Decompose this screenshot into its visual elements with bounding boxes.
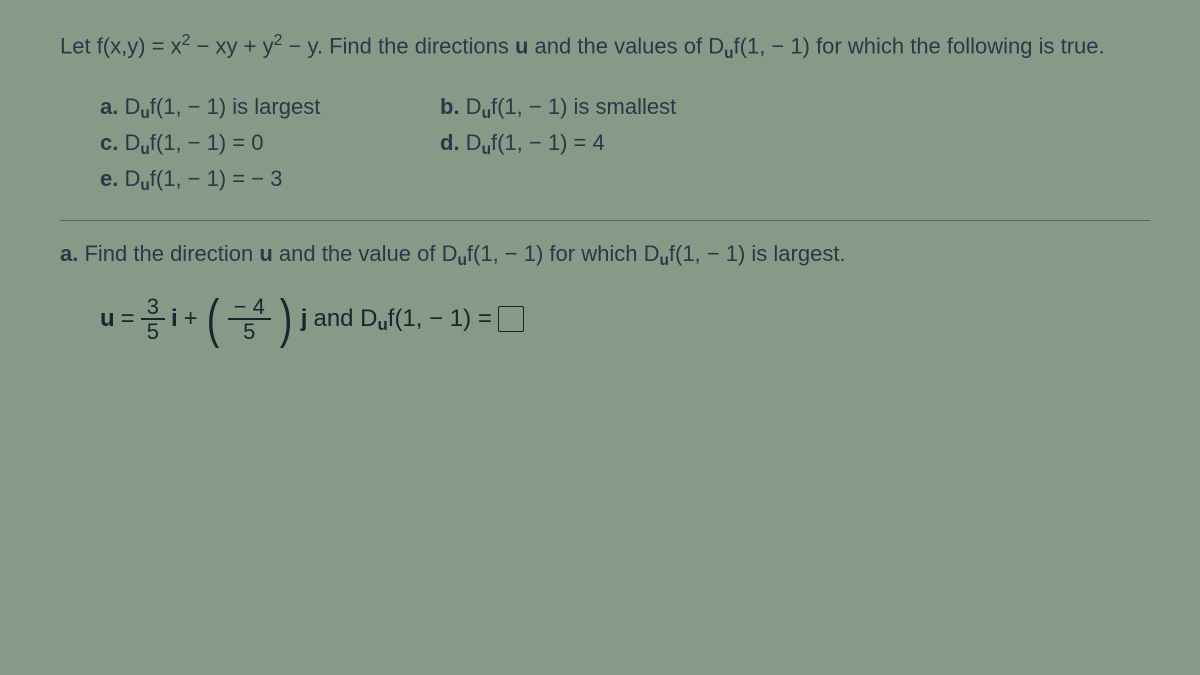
option-label: b. — [440, 94, 460, 119]
option-label: a. — [100, 94, 118, 119]
text: f(1, − 1) is smallest — [491, 94, 676, 119]
denominator: 5 — [228, 320, 271, 343]
vector-u: u — [515, 34, 528, 59]
subscript-u: u — [724, 45, 733, 62]
subscript-u: u — [378, 315, 388, 334]
text: Let f(x,y) = x — [60, 34, 182, 59]
options-block: a. Duf(1, − 1) is largest b. Duf(1, − 1)… — [100, 94, 1150, 192]
text: D — [118, 130, 140, 155]
text: and the values of D — [528, 34, 724, 59]
equals: = — [121, 305, 135, 333]
subscript-u: u — [140, 105, 149, 122]
text: f(1, − 1) = − 3 — [150, 166, 283, 191]
part-label: a. — [60, 241, 78, 266]
text: f(1, − 1) is largest. — [669, 241, 846, 266]
option-c: c. Duf(1, − 1) = 0 — [100, 130, 440, 156]
text: f(1, − 1) for which the following is tru… — [734, 34, 1105, 59]
right-paren: ) — [280, 295, 293, 344]
text: − y. Find the directions — [282, 34, 515, 59]
text: D — [460, 94, 482, 119]
left-paren: ( — [206, 295, 219, 344]
answer-input-box[interactable] — [498, 306, 524, 332]
plus: + — [184, 305, 198, 333]
text: Find the direction — [78, 241, 259, 266]
unit-vector-i: i — [171, 305, 178, 333]
unit-vector-j: j — [301, 305, 308, 333]
option-label: d. — [440, 130, 460, 155]
option-label: c. — [100, 130, 118, 155]
problem-statement: Let f(x,y) = x2 − xy + y2 − y. Find the … — [60, 32, 1150, 60]
subscript-u: u — [482, 141, 491, 158]
part-a-prompt: a. Find the direction u and the value of… — [60, 241, 1150, 267]
option-label: e. — [100, 166, 118, 191]
option-a: a. Duf(1, − 1) is largest — [100, 94, 440, 120]
text: D — [118, 94, 140, 119]
text: f(1, − 1) is largest — [150, 94, 321, 119]
subscript-u: u — [482, 105, 491, 122]
text: f(1, − 1) = — [388, 305, 492, 332]
option-row: e. Duf(1, − 1) = − 3 — [100, 166, 1150, 192]
denominator: 5 — [141, 320, 165, 343]
answer-expression: u = 3 5 i + ( − 4 5 ) j and Duf(1, − 1) … — [100, 295, 1150, 344]
option-row: c. Duf(1, − 1) = 0 d. Duf(1, − 1) = 4 — [100, 130, 1150, 156]
text: f(1, − 1) for which D — [467, 241, 660, 266]
vector-u: u — [259, 241, 272, 266]
fraction-neg-four-fifths: − 4 5 — [228, 295, 271, 343]
option-e: e. Duf(1, − 1) = − 3 — [100, 166, 440, 192]
text: D — [460, 130, 482, 155]
option-b: b. Duf(1, − 1) is smallest — [440, 94, 676, 120]
numerator: 3 — [141, 295, 165, 320]
text: and the value of D — [273, 241, 458, 266]
text: f(1, − 1) = 4 — [491, 130, 605, 155]
text: − xy + y — [190, 34, 273, 59]
subscript-u: u — [140, 177, 149, 194]
divider-line — [60, 220, 1150, 221]
text: D — [118, 166, 140, 191]
fraction-three-fifths: 3 5 — [141, 295, 165, 343]
option-row: a. Duf(1, − 1) is largest b. Duf(1, − 1)… — [100, 94, 1150, 120]
vector-u: u — [100, 305, 115, 333]
subscript-u: u — [457, 252, 466, 269]
option-d: d. Duf(1, − 1) = 4 — [440, 130, 605, 156]
text: and D — [313, 305, 377, 332]
text: f(1, − 1) = 0 — [150, 130, 264, 155]
subscript-u: u — [659, 252, 668, 269]
numerator: − 4 — [228, 295, 271, 320]
subscript-u: u — [140, 141, 149, 158]
